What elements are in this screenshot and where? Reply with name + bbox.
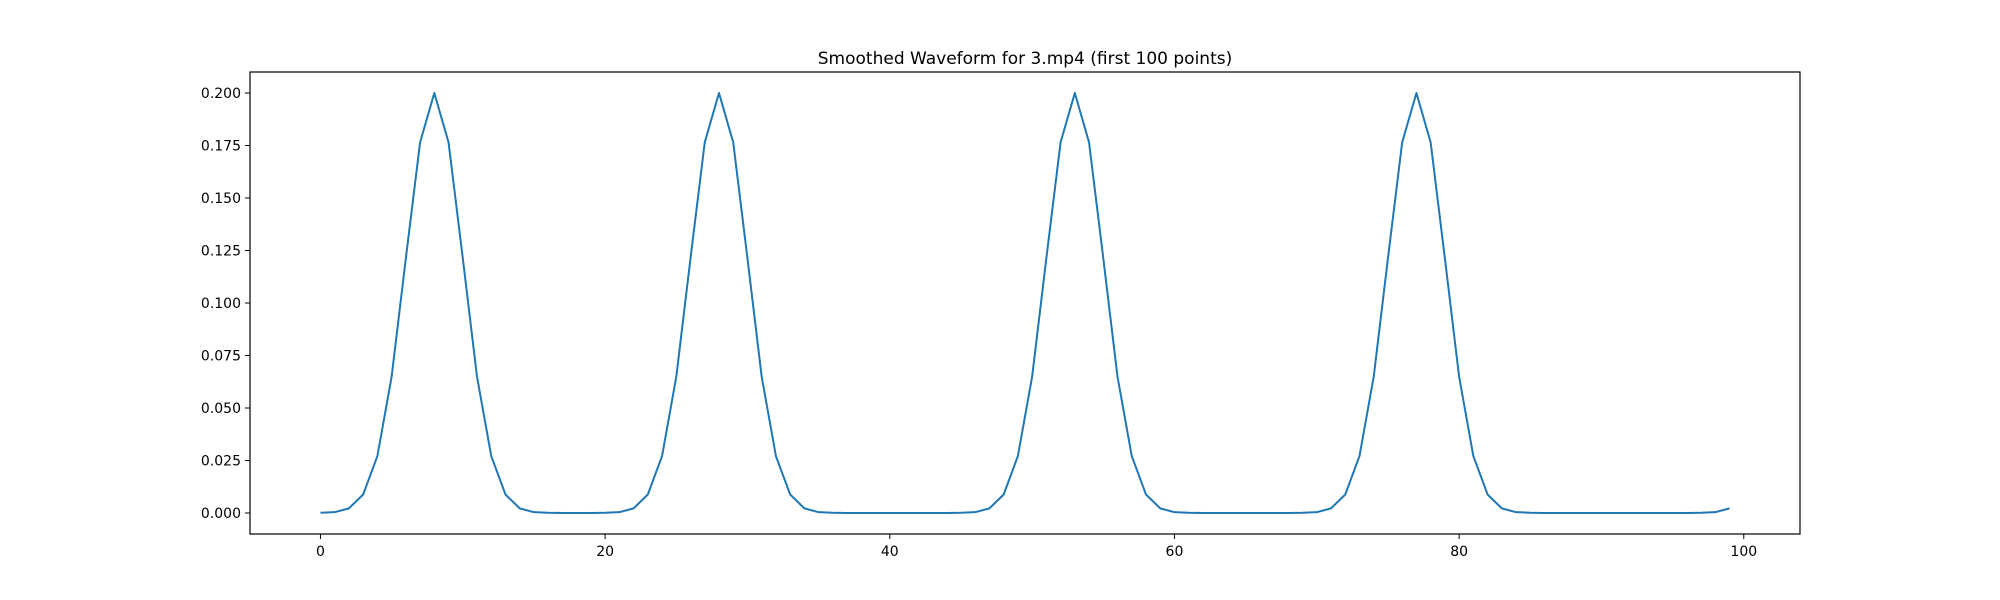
series-line-waveform [320,92,1730,514]
y-tick-label: 0.200 [201,86,241,102]
y-tick-label: 0.150 [201,191,241,207]
plot-area-frame [249,71,1801,535]
x-tick-label: 60 [1166,544,1184,560]
y-tick-label: 0.025 [201,454,241,470]
x-tick-label: 20 [596,544,614,560]
x-tick-label: 0 [316,544,325,560]
y-tick-label: 0.175 [201,139,241,155]
y-tick-label: 0.000 [201,506,241,522]
chart-title: Smoothed Waveform for 3.mp4 (first 100 p… [818,49,1232,69]
y-tick-label: 0.100 [201,296,241,312]
y-tick-label: 0.050 [201,401,241,417]
y-tick-label: 0.125 [201,244,241,260]
x-tick-label: 40 [881,544,899,560]
x-tick-label: 100 [1730,544,1757,560]
x-tick-label: 80 [1450,544,1468,560]
y-tick-label: 0.075 [201,349,241,365]
